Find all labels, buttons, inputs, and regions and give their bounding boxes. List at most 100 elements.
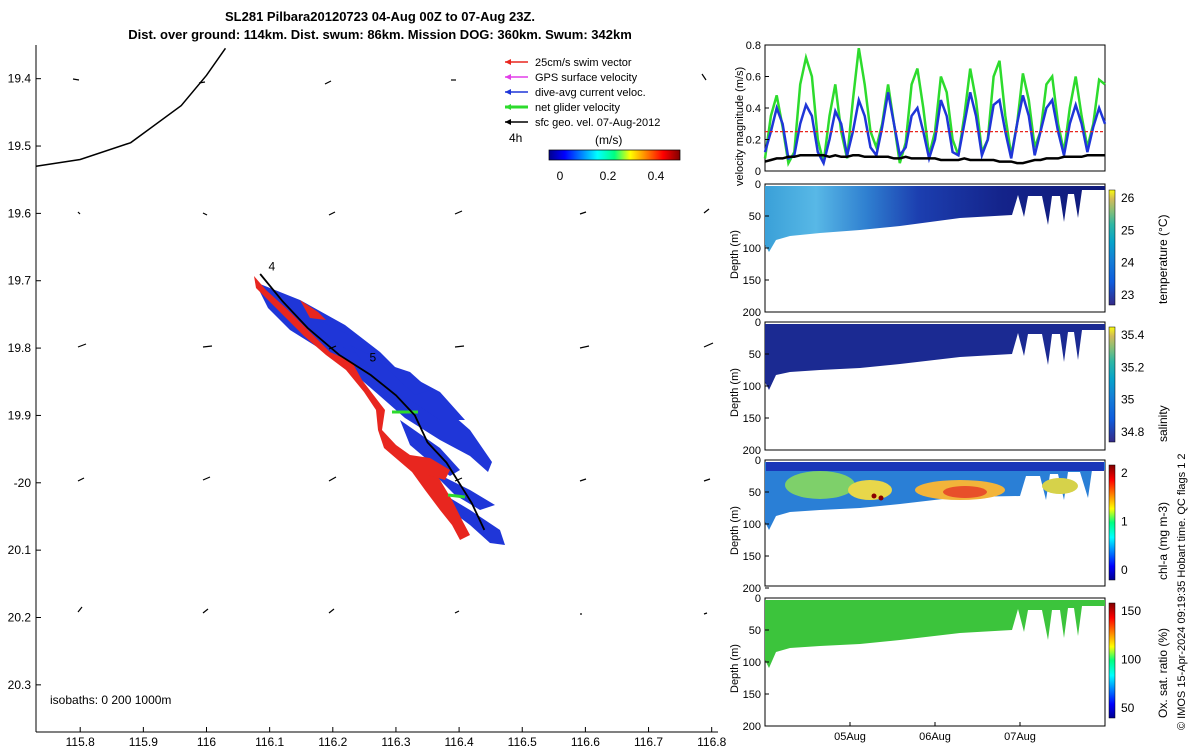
- colorbar-tick-label: 23: [1121, 288, 1135, 302]
- temperature-colorbar: [1108, 189, 1116, 306]
- colorbar-label: salinity: [1156, 405, 1170, 442]
- section-colorbars: 23 24 25 26 temperature (°C) 34.8 35 35.2 35.4 sa…: [1108, 189, 1170, 719]
- depth-tick-label: 50: [749, 487, 761, 499]
- track-label: 4: [268, 260, 275, 274]
- isobaths-label: isobaths: 0 200 1000m: [50, 693, 171, 707]
- velocity-y-tick-label: 0.4: [746, 103, 761, 115]
- glider-track: [259, 273, 486, 531]
- depth-axis-label: Depth (m): [729, 506, 741, 555]
- section-date-ticks: 05Aug 06Aug 07Aug: [834, 722, 1036, 743]
- velocity-ylabel: velocity magnitude (m/s): [734, 67, 746, 186]
- velocity-panel: 0 0.2 0.4 0.6 0.8 velocity magnitude (m/s): [734, 40, 1107, 186]
- colorbar-label: Ox. sat. ratio (%): [1156, 628, 1170, 718]
- section-depth-labels: Depth (m) Depth (m) Depth (m) Depth (m): [729, 230, 741, 693]
- map-y-tick-label: 19.9: [8, 408, 32, 422]
- oxygen-field: [765, 600, 1105, 668]
- depth-tick-label: 0: [755, 593, 761, 605]
- depth-tick-label: 100: [743, 243, 761, 255]
- velocity-y-tick-label: 0.8: [746, 40, 761, 52]
- depth-tick-label: 150: [743, 551, 761, 563]
- track-label: 5: [370, 351, 377, 365]
- map-y-tick-label: 19.5: [8, 139, 32, 153]
- map-y-tick-label: -20: [14, 476, 32, 490]
- map-x-tick-label: 116.5: [508, 735, 537, 749]
- track-labels: 45: [268, 260, 376, 365]
- legend-note: 4h: [509, 131, 522, 145]
- map-x-tick-label: 116.1: [255, 735, 284, 749]
- chla-colorbar: [1108, 464, 1116, 581]
- depth-tick-label: 200: [743, 445, 761, 457]
- map-x-tick-label: 116.4: [445, 735, 474, 749]
- chla-patches: [766, 462, 1104, 501]
- depth-tick-label: 150: [743, 275, 761, 287]
- depth-tick-label: 200: [743, 307, 761, 319]
- depth-tick-label: 0: [755, 179, 761, 191]
- velocity-y-tick-label: 0.6: [746, 72, 761, 84]
- map-y-tick-label: 20.1: [8, 543, 32, 557]
- legend-arrowhead: [505, 89, 511, 95]
- depth-axis-label: Depth (m): [729, 368, 741, 417]
- legend-label: 25cm/s swim vector: [535, 57, 632, 69]
- depth-tick-label: 100: [743, 519, 761, 531]
- velocity-y-tick-label: 0: [755, 166, 761, 178]
- chart-title-line2: Dist. over ground: 114km. Dist. swum: 86…: [128, 27, 632, 42]
- colorbar-label: chl-a (mg m-3): [1156, 502, 1170, 580]
- copyright-text: © IMOS 15-Apr-2024 09:19:35 Hobart time.…: [1176, 453, 1188, 730]
- map-y-tick-label: 19.4: [8, 72, 32, 86]
- legend-label: GPS surface velocity: [535, 72, 638, 84]
- map-x-tick-label: 116.3: [381, 735, 410, 749]
- map-y-tick-label: 19.8: [8, 341, 32, 355]
- colorbar-tick-label: 150: [1121, 604, 1141, 618]
- depth-tick-label: 150: [743, 413, 761, 425]
- depth-tick-label: 50: [749, 211, 761, 223]
- colorbar-tick-label: 0.4: [648, 169, 665, 183]
- map-x-tick-label: 116.8: [697, 735, 726, 749]
- salinity-colorbar: [1108, 326, 1116, 443]
- map-x-tick-label: 116: [197, 735, 216, 749]
- depth-axis-label: Depth (m): [729, 644, 741, 693]
- net-glider-velocity: [392, 410, 466, 499]
- colorbar-tick-label: 35: [1121, 393, 1135, 407]
- date-tick-label: 05Aug: [834, 731, 866, 743]
- colorbar-tick-label: 1: [1121, 515, 1128, 529]
- date-tick-label: 07Aug: [1004, 731, 1036, 743]
- map-x-tick-labels: 115.8 115.9 116 116.1 116.2 116.3 116.4 116.5 11…: [66, 727, 727, 749]
- coastline: [35, 47, 227, 167]
- legend-arrowhead: [505, 119, 511, 125]
- velocity-y-tick-label: 0.2: [746, 135, 761, 147]
- depth-tick-label: 0: [755, 455, 761, 467]
- colorbar-tick-label: 0.2: [600, 169, 617, 183]
- speed-colorbar: [548, 149, 681, 161]
- map-x-tick-label: 115.9: [129, 735, 158, 749]
- colorbar-tick-label: 34.8: [1121, 425, 1145, 439]
- chla-panel: [764, 459, 1106, 587]
- legend-label: dive-avg current veloc.: [535, 87, 646, 99]
- colorbar-tick-label: 25: [1121, 223, 1135, 237]
- colorbar-tick-label: 100: [1121, 653, 1141, 667]
- map-x-tick-label: 115.8: [66, 735, 95, 749]
- legend-arrowhead: [505, 104, 511, 110]
- legend-label: sfc geo. vel. 07-Aug-2012: [535, 117, 660, 129]
- map-y-tick-label: 19.7: [8, 274, 32, 288]
- temperature-field: [765, 186, 1105, 252]
- depth-tick-label: 50: [749, 349, 761, 361]
- colorbar-tick-label: 2: [1121, 466, 1128, 480]
- map-x-tick-label: 116.6: [571, 735, 600, 749]
- oxygen-panel: [764, 597, 1106, 727]
- map-legend: 25cm/s swim vector GPS surface velocity di…: [505, 57, 681, 183]
- depth-tick-label: 100: [743, 657, 761, 669]
- depth-tick-label: 200: [743, 583, 761, 595]
- map-x-tick-label: 116.2: [318, 735, 347, 749]
- map-y-tick-label: 19.6: [8, 206, 32, 220]
- date-tick-label: 06Aug: [919, 731, 951, 743]
- colorbar-ticks: 0 0.2 0.4: [557, 169, 665, 183]
- depth-tick-label: 150: [743, 689, 761, 701]
- section-depth-ticks: 0501001502000501001502000501001502000501…: [743, 179, 769, 733]
- depth-tick-label: 200: [743, 721, 761, 733]
- legend-label: net glider velocity: [535, 102, 620, 114]
- colorbar-tick-label: 0: [1121, 563, 1128, 577]
- colorbar-label: temperature (°C): [1156, 215, 1170, 305]
- depth-axis-label: Depth (m): [729, 230, 741, 279]
- map-panel: 45 115.8 115.9 116 116.1 116.2 116.3 116.4 116.…: [8, 45, 727, 749]
